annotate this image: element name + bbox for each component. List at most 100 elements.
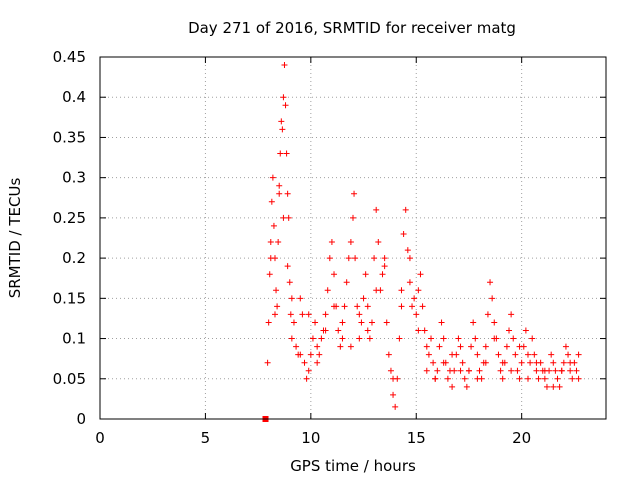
data-point xyxy=(415,287,422,294)
data-point xyxy=(287,311,294,318)
data-point xyxy=(438,319,445,326)
data-point xyxy=(282,102,289,109)
data-point xyxy=(279,126,286,133)
data-point xyxy=(491,319,498,326)
data-point xyxy=(385,351,392,358)
data-point xyxy=(366,335,373,342)
data-point xyxy=(402,206,409,213)
data-point xyxy=(499,375,506,382)
data-point xyxy=(312,319,319,326)
data-point xyxy=(524,351,531,358)
data-point xyxy=(503,343,510,350)
data-point xyxy=(288,295,295,302)
data-point xyxy=(474,351,481,358)
data-point xyxy=(417,271,424,278)
data-point xyxy=(328,239,335,246)
data-point xyxy=(339,319,346,326)
data-point xyxy=(430,359,437,366)
data-point xyxy=(512,351,519,358)
data-point xyxy=(286,279,293,286)
data-point xyxy=(264,359,271,366)
data-point xyxy=(423,367,430,374)
data-point xyxy=(390,375,397,382)
data-point xyxy=(425,351,432,358)
data-point xyxy=(562,343,569,350)
data-point xyxy=(472,335,479,342)
data-point xyxy=(569,375,576,382)
data-point xyxy=(411,295,418,302)
data-point xyxy=(381,255,388,262)
data-point xyxy=(277,150,284,157)
data-point xyxy=(314,359,321,366)
data-point xyxy=(347,343,354,350)
data-point xyxy=(318,335,325,342)
y-tick-label: 0.15 xyxy=(53,289,86,307)
data-point xyxy=(299,311,306,318)
x-axis-label: GPS time / hours xyxy=(290,457,416,475)
data-point xyxy=(518,359,525,366)
data-point xyxy=(356,311,363,318)
chart-title: Day 271 of 2016, SRMTID for receiver mat… xyxy=(188,19,516,37)
data-point xyxy=(364,327,371,334)
y-tick-label: 0.45 xyxy=(53,48,86,66)
data-point xyxy=(337,343,344,350)
data-point xyxy=(406,279,413,286)
data-point xyxy=(409,303,416,310)
data-point xyxy=(543,383,550,390)
data-point xyxy=(491,335,498,342)
data-point xyxy=(265,319,272,326)
data-point xyxy=(535,375,542,382)
data-point xyxy=(352,255,359,262)
data-point xyxy=(484,311,491,318)
data-point xyxy=(350,214,356,221)
data-point xyxy=(285,214,292,221)
data-point xyxy=(398,303,405,310)
data-point xyxy=(533,359,540,366)
data-point xyxy=(360,295,367,302)
data-point xyxy=(495,351,502,358)
data-point xyxy=(331,303,338,310)
data-point xyxy=(362,271,369,278)
data-point xyxy=(533,367,540,374)
data-point xyxy=(396,335,403,342)
data-point xyxy=(419,303,426,310)
data-point xyxy=(335,327,342,334)
data-point xyxy=(432,375,439,382)
data-point xyxy=(428,335,435,342)
data-point xyxy=(339,335,346,342)
x-tick-label: 10 xyxy=(301,429,320,447)
data-point xyxy=(413,311,420,318)
data-point xyxy=(351,190,358,197)
data-point xyxy=(514,367,521,374)
data-point xyxy=(487,279,494,286)
data-point xyxy=(444,375,451,382)
axis-ticks: 0 0.05 0.1 0.15 0.2 0.25 0.3 0.35 0.4 0.45 0 5 10 15 2… xyxy=(53,48,606,447)
y-tick-label: 0.35 xyxy=(53,128,86,146)
data-point xyxy=(381,263,388,270)
data-point xyxy=(297,351,304,358)
data-point xyxy=(531,351,538,358)
data-point xyxy=(554,375,561,382)
data-point xyxy=(482,359,489,366)
data-point xyxy=(271,311,278,318)
data-point xyxy=(364,303,371,310)
data-point xyxy=(273,287,280,294)
data-point xyxy=(383,319,390,326)
data-point xyxy=(449,351,456,358)
y-tick-label: 0.1 xyxy=(62,330,86,348)
data-point xyxy=(573,367,580,374)
data-point xyxy=(436,343,443,350)
data-point xyxy=(398,287,405,294)
plot-frame xyxy=(99,56,607,420)
data-point xyxy=(345,255,352,262)
data-point xyxy=(288,335,295,342)
data-point xyxy=(465,367,472,374)
data-point xyxy=(284,190,291,197)
data-point xyxy=(470,319,477,326)
data-point xyxy=(567,359,574,366)
data-point xyxy=(284,263,291,270)
data-point xyxy=(371,255,378,262)
y-tick-label: 0.25 xyxy=(53,209,86,227)
x-tick-label: 0 xyxy=(95,429,105,447)
